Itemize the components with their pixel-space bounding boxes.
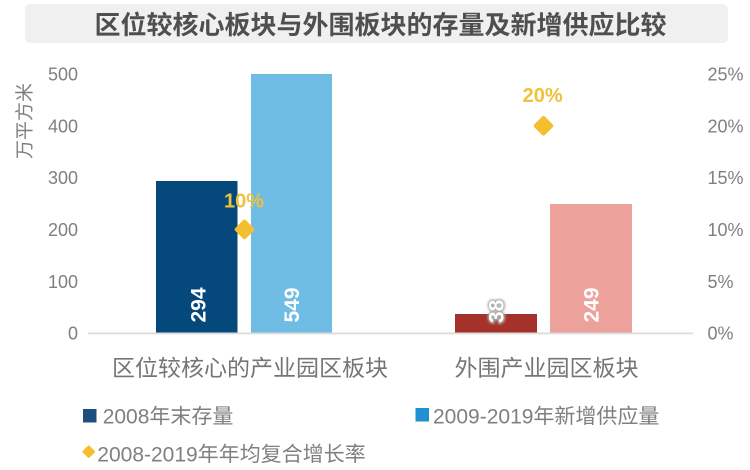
svg-text:38: 38 bbox=[486, 299, 509, 323]
svg-text:2009-2019: 2009-2019 bbox=[433, 405, 533, 428]
svg-text:249: 249 bbox=[581, 287, 604, 322]
svg-text:549: 549 bbox=[281, 287, 304, 322]
svg-text:5%: 5% bbox=[708, 272, 734, 292]
svg-text:38: 38 bbox=[486, 299, 509, 323]
svg-text:100: 100 bbox=[48, 272, 78, 292]
svg-text:2008-2019: 2008-2019 bbox=[97, 443, 197, 466]
svg-text:10%: 10% bbox=[224, 190, 264, 212]
svg-text:300: 300 bbox=[48, 168, 78, 188]
svg-text:294: 294 bbox=[188, 287, 211, 322]
svg-text:0%: 0% bbox=[708, 324, 734, 344]
svg-text:500: 500 bbox=[48, 65, 78, 85]
svg-text:25%: 25% bbox=[708, 65, 744, 85]
svg-text:2008: 2008 bbox=[103, 405, 150, 428]
svg-text:0: 0 bbox=[68, 324, 78, 344]
svg-text:20%: 20% bbox=[523, 85, 563, 107]
svg-text:20%: 20% bbox=[708, 116, 744, 136]
svg-text:10%: 10% bbox=[708, 220, 744, 240]
svg-text:400: 400 bbox=[48, 116, 78, 136]
svg-text:15%: 15% bbox=[708, 168, 744, 188]
svg-text:200: 200 bbox=[48, 220, 78, 240]
